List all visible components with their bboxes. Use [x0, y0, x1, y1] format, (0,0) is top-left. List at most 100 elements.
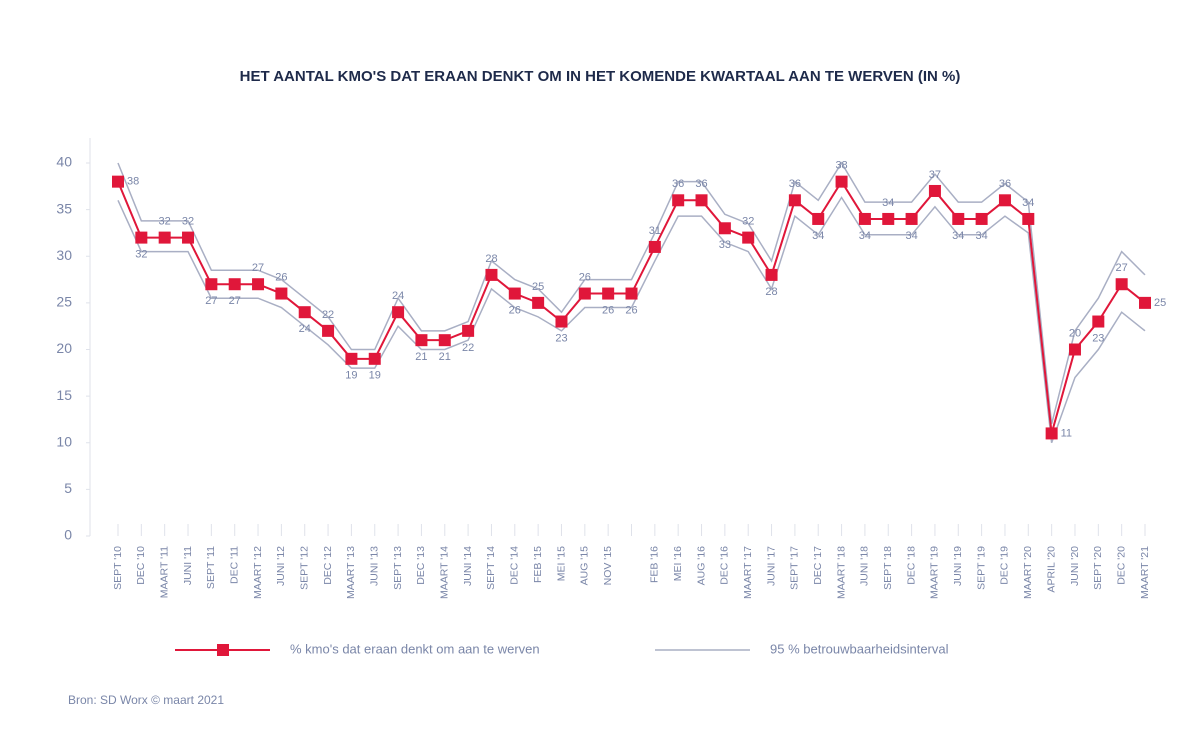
data-label: 33	[719, 239, 731, 251]
marker	[158, 231, 171, 244]
marker	[765, 268, 778, 281]
data-label: 26	[275, 271, 287, 283]
x-tick-label: DEC '12	[322, 546, 334, 585]
marker	[835, 175, 848, 188]
data-label: 23	[1092, 332, 1104, 344]
x-tick-label: APRIL '20	[1045, 546, 1057, 593]
data-label: 24	[299, 323, 311, 335]
x-tick-label: FEB '15	[532, 546, 544, 583]
x-tick-label: AUG '16	[695, 546, 707, 586]
data-label: 25	[1154, 297, 1166, 309]
x-tick-label: MEI '15	[555, 546, 567, 581]
marker	[275, 287, 288, 300]
x-tick-label: SEPT '19	[975, 546, 987, 590]
y-tick-label: 5	[64, 480, 72, 496]
data-label: 27	[1116, 262, 1128, 274]
data-label: 31	[649, 225, 661, 237]
marker	[928, 184, 941, 197]
x-tick-label: MAART '17	[742, 546, 754, 599]
y-tick-label: 25	[56, 294, 72, 310]
marker	[1068, 343, 1081, 356]
x-tick-label: DEC '17	[812, 546, 824, 585]
marker	[648, 240, 661, 253]
marker	[975, 212, 988, 225]
x-tick-label: MAART '18	[835, 546, 847, 599]
data-label: 38	[835, 160, 847, 172]
marker	[882, 212, 895, 225]
data-label: 38	[127, 176, 139, 188]
chart-title: HET AANTAL KMO'S DAT ERAAN DENKT OM IN H…	[240, 68, 961, 85]
x-tick-label: SEPT '12	[299, 546, 311, 590]
marker	[298, 306, 311, 319]
data-label: 34	[905, 230, 917, 242]
data-label: 32	[135, 249, 147, 261]
data-label: 36	[789, 178, 801, 190]
x-tick-label: MEI '16	[672, 546, 684, 581]
x-tick-label: DEC '14	[509, 546, 521, 585]
data-label: 21	[439, 351, 451, 363]
marker	[695, 194, 708, 207]
ci-upper	[117, 161, 1146, 425]
data-label: 27	[205, 295, 217, 307]
marker	[205, 278, 218, 291]
x-tick-label: DEC '18	[905, 546, 917, 585]
x-tick-label: MAART '19	[929, 546, 941, 599]
x-tick-label: JUNI '18	[859, 546, 871, 586]
marker	[952, 212, 965, 225]
data-label: 23	[555, 332, 567, 344]
data-label: 11	[1061, 427, 1072, 439]
x-tick-label: FEB '16	[649, 546, 661, 583]
data-label: 22	[462, 342, 474, 354]
data-label: 32	[159, 216, 171, 228]
data-label: 27	[229, 295, 241, 307]
marker	[905, 212, 918, 225]
x-tick-label: SEPT '17	[789, 546, 801, 590]
data-label: 26	[602, 304, 614, 316]
x-tick-label: AUG '15	[579, 546, 591, 586]
marker	[112, 175, 124, 188]
y-tick-label: 35	[56, 200, 72, 216]
data-label: 19	[369, 370, 381, 382]
data-label: 34	[859, 230, 871, 242]
data-label: 37	[929, 169, 941, 181]
data-label: 36	[672, 178, 684, 190]
marker	[578, 287, 591, 300]
marker	[555, 315, 568, 328]
marker	[345, 352, 358, 365]
marker	[742, 231, 755, 244]
marker	[252, 278, 265, 291]
y-tick-label: 10	[56, 433, 72, 449]
source: Bron: SD Worx © maart 2021	[68, 693, 224, 707]
marker	[1139, 296, 1151, 309]
x-tick-label: JUNI '19	[952, 546, 964, 586]
marker	[485, 268, 498, 281]
data-label: 26	[625, 304, 637, 316]
ci-lower	[117, 196, 1146, 444]
y-tick-label: 15	[56, 387, 72, 403]
marker	[998, 194, 1011, 207]
marker	[1092, 315, 1105, 328]
marker	[812, 212, 825, 225]
x-tick-label: SEPT '11	[205, 546, 217, 589]
x-tick-label: MAART '11	[158, 546, 170, 598]
data-label: 20	[1069, 327, 1081, 339]
x-tick-label: DEC '11	[228, 546, 240, 584]
marker	[438, 334, 451, 347]
marker	[1045, 427, 1058, 440]
data-label: 34	[952, 230, 964, 242]
x-tick-label: SEPT '14	[485, 546, 497, 590]
marker	[625, 287, 638, 300]
x-tick-label: DEC '10	[135, 546, 147, 585]
x-tick-label: MAART '14	[439, 546, 451, 599]
marker	[1022, 212, 1035, 225]
data-label: 26	[509, 304, 521, 316]
y-tick-label: 20	[56, 340, 72, 356]
marker	[462, 324, 475, 337]
data-label: 28	[765, 286, 777, 298]
data-label: 28	[485, 253, 497, 265]
marker	[368, 352, 381, 365]
marker	[672, 194, 685, 207]
data-label: 34	[882, 197, 894, 209]
x-tick-label: MAART '21	[1139, 546, 1151, 599]
